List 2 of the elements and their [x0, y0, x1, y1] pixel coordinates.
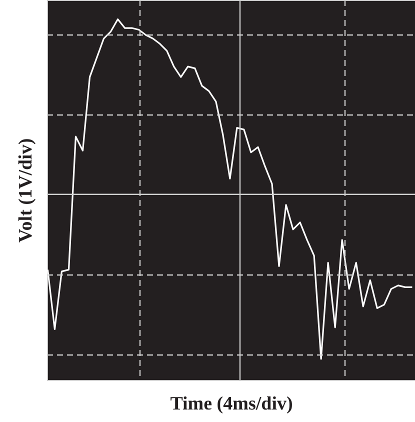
- x-axis-title: Time (4ms/div): [170, 394, 293, 414]
- y-axis-title: Volt (1V/div): [16, 138, 36, 243]
